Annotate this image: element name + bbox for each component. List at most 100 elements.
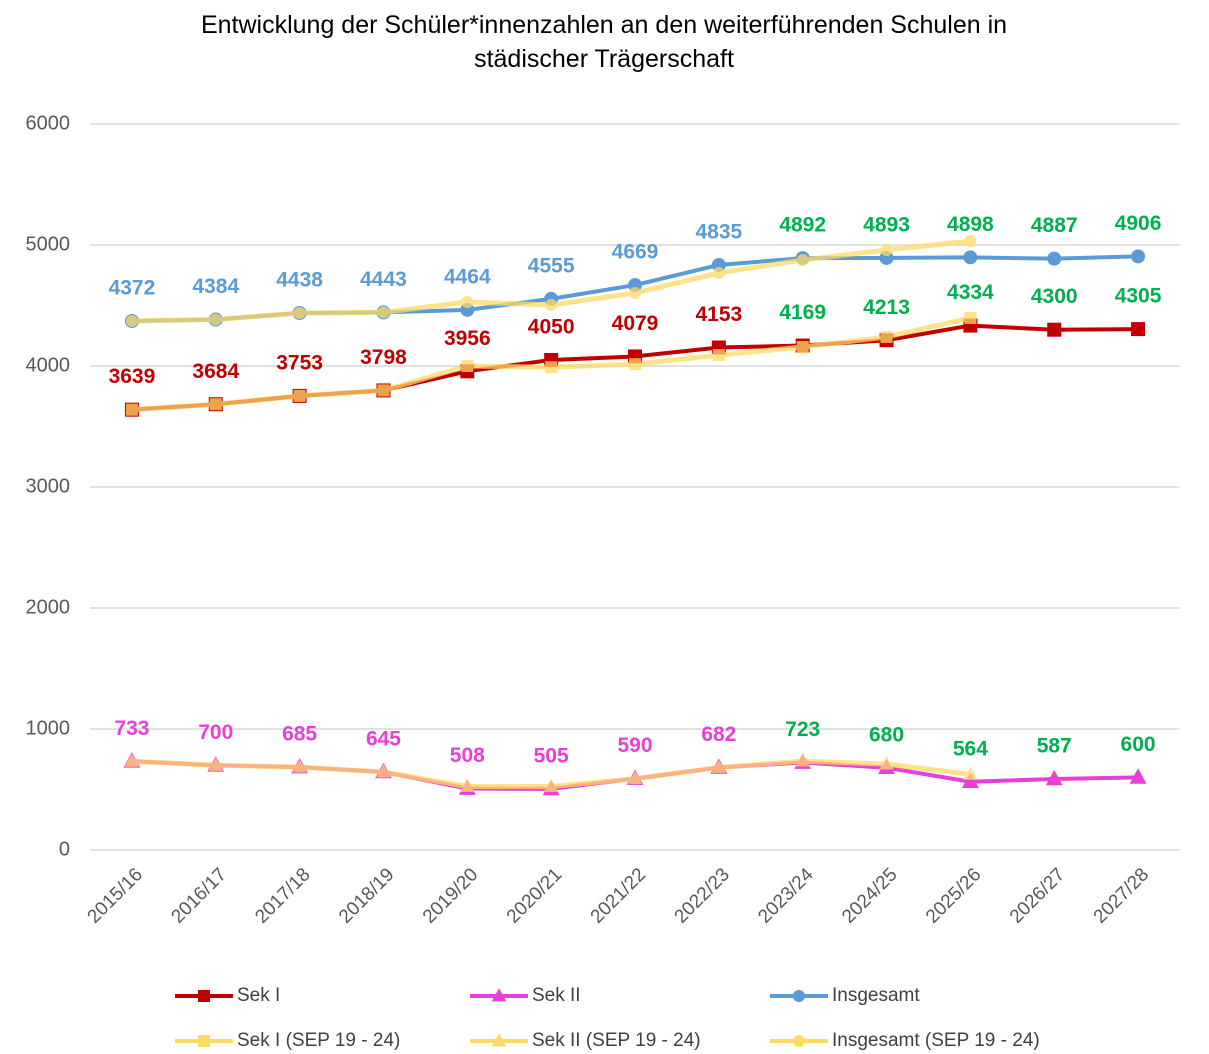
x-tick-label: 2025/26 bbox=[922, 864, 985, 927]
data-label: 4169 bbox=[779, 301, 826, 324]
data-label: 4213 bbox=[863, 296, 910, 319]
data-point bbox=[125, 314, 138, 327]
data-point bbox=[1129, 768, 1147, 784]
data-label: 4898 bbox=[947, 213, 994, 236]
data-point bbox=[292, 759, 307, 773]
legend-marker bbox=[491, 988, 507, 1002]
data-point bbox=[627, 770, 643, 785]
data-label: 3639 bbox=[109, 365, 156, 388]
data-label: 4892 bbox=[779, 214, 826, 237]
data-label: 4334 bbox=[947, 281, 994, 304]
data-label: 4443 bbox=[360, 268, 407, 291]
data-label: 508 bbox=[450, 744, 485, 767]
y-tick-label: 5000 bbox=[26, 233, 71, 255]
data-point bbox=[795, 753, 810, 767]
legend-marker bbox=[491, 1033, 507, 1047]
legend-label: Insgesamt (SEP 19 - 24) bbox=[832, 1030, 1040, 1051]
data-point bbox=[1131, 322, 1146, 337]
data-label: 4079 bbox=[612, 312, 659, 335]
x-tick-label: 2019/20 bbox=[419, 864, 482, 927]
legend-label: Sek II bbox=[532, 985, 581, 1006]
data-point bbox=[961, 772, 979, 789]
data-point bbox=[1047, 251, 1062, 266]
legend-item: Sek II bbox=[470, 985, 581, 1006]
data-label: 700 bbox=[198, 721, 233, 744]
data-point bbox=[880, 243, 893, 256]
data-label: 4906 bbox=[1115, 212, 1162, 235]
data-point bbox=[963, 766, 978, 780]
data-point bbox=[124, 753, 140, 767]
y-tick-label: 2000 bbox=[26, 596, 71, 618]
data-label: 682 bbox=[701, 723, 736, 746]
data-label: 3956 bbox=[444, 327, 491, 350]
y-tick-label: 4000 bbox=[26, 354, 71, 376]
data-label: 4050 bbox=[528, 315, 575, 338]
data-point bbox=[964, 311, 977, 324]
data-point bbox=[711, 759, 727, 773]
data-point bbox=[293, 307, 306, 320]
data-label: 3798 bbox=[360, 346, 407, 369]
data-label: 587 bbox=[1037, 735, 1072, 758]
data-point bbox=[1045, 769, 1063, 786]
legend-item: Sek I bbox=[175, 985, 280, 1006]
legend-label: Sek I (SEP 19 - 24) bbox=[237, 1030, 400, 1051]
data-point bbox=[712, 349, 725, 362]
x-tick-label: 2022/23 bbox=[671, 864, 734, 927]
data-point bbox=[376, 764, 391, 778]
data-point bbox=[964, 235, 977, 248]
data-point bbox=[377, 384, 390, 397]
data-point bbox=[377, 306, 390, 319]
data-point bbox=[880, 330, 893, 343]
data-label: 4464 bbox=[444, 265, 491, 288]
data-point bbox=[209, 398, 222, 411]
data-point bbox=[796, 254, 809, 267]
data-point bbox=[208, 757, 223, 771]
data-label: 564 bbox=[953, 737, 988, 760]
data-label: 4438 bbox=[276, 269, 323, 292]
y-tick-label: 3000 bbox=[26, 475, 71, 497]
data-label: 505 bbox=[534, 744, 569, 767]
data-label: 600 bbox=[1121, 733, 1156, 756]
data-label: 590 bbox=[617, 734, 652, 757]
data-point bbox=[460, 778, 475, 792]
data-label: 733 bbox=[114, 717, 149, 740]
legend-item: Sek II (SEP 19 - 24) bbox=[470, 1030, 701, 1051]
series bbox=[125, 311, 977, 416]
data-point bbox=[461, 360, 474, 372]
data-point bbox=[545, 299, 558, 312]
x-tick-label: 2026/27 bbox=[1006, 864, 1069, 927]
data-label: 4893 bbox=[863, 213, 910, 236]
series bbox=[125, 235, 977, 327]
legend-item: Insgesamt bbox=[770, 985, 920, 1006]
legend-marker bbox=[793, 990, 805, 1002]
data-label: 4305 bbox=[1115, 285, 1162, 308]
data-label: 3753 bbox=[276, 351, 323, 374]
x-tick-label: 2015/16 bbox=[84, 864, 147, 927]
y-tick-label: 6000 bbox=[26, 112, 71, 134]
data-label: 645 bbox=[366, 728, 401, 751]
data-point bbox=[543, 778, 559, 792]
data-label: 4300 bbox=[1031, 285, 1078, 308]
x-tick-label: 2017/18 bbox=[251, 864, 314, 927]
data-label: 4384 bbox=[192, 275, 239, 298]
x-tick-label: 2018/19 bbox=[335, 864, 398, 927]
data-point bbox=[293, 389, 306, 402]
data-point bbox=[712, 266, 725, 279]
data-point bbox=[629, 287, 641, 300]
data-label: 680 bbox=[869, 723, 904, 746]
legend-marker bbox=[198, 990, 210, 1002]
data-label: 4887 bbox=[1031, 214, 1078, 237]
legend-item: Sek I (SEP 19 - 24) bbox=[175, 1030, 400, 1051]
legend-label: Insgesamt bbox=[832, 985, 920, 1006]
x-tick-label: 2021/22 bbox=[587, 864, 650, 927]
data-label: 4835 bbox=[695, 221, 742, 244]
legend-label: Sek I bbox=[237, 985, 280, 1006]
data-point bbox=[545, 361, 558, 374]
data-label: 3684 bbox=[192, 360, 239, 383]
data-label: 4669 bbox=[612, 241, 659, 264]
data-point bbox=[879, 756, 894, 770]
data-label: 723 bbox=[785, 718, 820, 741]
data-point bbox=[1131, 249, 1146, 264]
